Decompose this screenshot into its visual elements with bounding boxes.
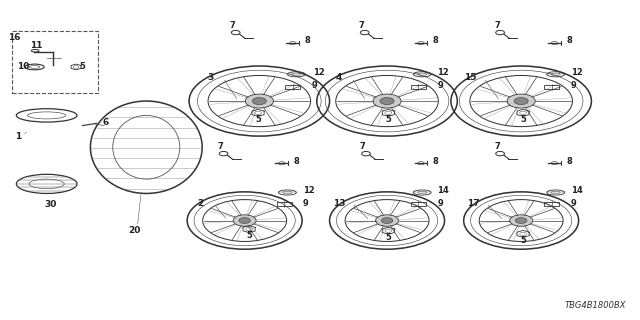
Text: 13: 13 — [333, 198, 346, 207]
Bar — [411, 85, 426, 89]
Text: 7: 7 — [358, 21, 364, 30]
Text: 8: 8 — [566, 36, 572, 45]
Text: 12: 12 — [571, 68, 582, 77]
Text: 14: 14 — [571, 186, 582, 195]
Text: 8: 8 — [305, 36, 310, 45]
Text: 5: 5 — [246, 231, 252, 240]
Text: 9: 9 — [571, 81, 577, 90]
Text: 8: 8 — [433, 36, 438, 45]
Bar — [411, 202, 426, 205]
Text: 7: 7 — [360, 142, 365, 151]
Text: 12: 12 — [313, 68, 324, 77]
Circle shape — [509, 215, 532, 226]
Text: 7: 7 — [218, 142, 223, 151]
Text: 8: 8 — [433, 157, 438, 166]
Circle shape — [233, 215, 256, 226]
Text: 5: 5 — [255, 115, 261, 124]
Text: 7: 7 — [494, 142, 500, 151]
Text: 16: 16 — [8, 33, 20, 42]
Circle shape — [515, 218, 527, 223]
Bar — [544, 202, 559, 205]
Text: 17: 17 — [467, 198, 479, 207]
Circle shape — [376, 215, 399, 226]
Text: 12: 12 — [303, 186, 315, 195]
Bar — [276, 202, 292, 205]
Text: 3: 3 — [207, 73, 213, 82]
Text: 5: 5 — [385, 115, 391, 124]
Text: 2: 2 — [198, 198, 204, 207]
Text: 11: 11 — [29, 41, 42, 50]
Text: 30: 30 — [44, 200, 57, 209]
Bar — [12, 31, 99, 93]
Text: 6: 6 — [103, 118, 109, 127]
Text: 10: 10 — [17, 62, 30, 71]
Text: 5: 5 — [385, 233, 391, 242]
Text: 5: 5 — [520, 236, 526, 245]
Text: 8: 8 — [566, 157, 572, 166]
Circle shape — [381, 218, 393, 223]
Text: 4: 4 — [336, 73, 342, 82]
Text: 7: 7 — [494, 21, 500, 30]
Text: 12: 12 — [437, 68, 449, 77]
Text: 9: 9 — [303, 198, 309, 207]
Bar — [285, 85, 300, 89]
Text: 20: 20 — [129, 226, 141, 235]
Text: 7: 7 — [230, 21, 236, 30]
Text: 1: 1 — [15, 132, 22, 141]
Circle shape — [245, 94, 273, 108]
Bar — [544, 85, 559, 89]
Circle shape — [252, 98, 266, 105]
Circle shape — [507, 94, 535, 108]
Circle shape — [373, 94, 401, 108]
Text: 9: 9 — [312, 81, 318, 90]
Text: 9: 9 — [571, 198, 577, 207]
Text: TBG4B1800BX: TBG4B1800BX — [565, 301, 627, 310]
Circle shape — [514, 98, 528, 105]
Text: 5: 5 — [79, 62, 85, 71]
Text: 9: 9 — [437, 81, 443, 90]
Text: 8: 8 — [294, 157, 300, 166]
Circle shape — [239, 218, 250, 223]
Text: 14: 14 — [437, 186, 449, 195]
Circle shape — [380, 98, 394, 105]
Text: 9: 9 — [437, 198, 443, 207]
Text: 15: 15 — [465, 73, 477, 82]
Text: 5: 5 — [520, 115, 526, 124]
